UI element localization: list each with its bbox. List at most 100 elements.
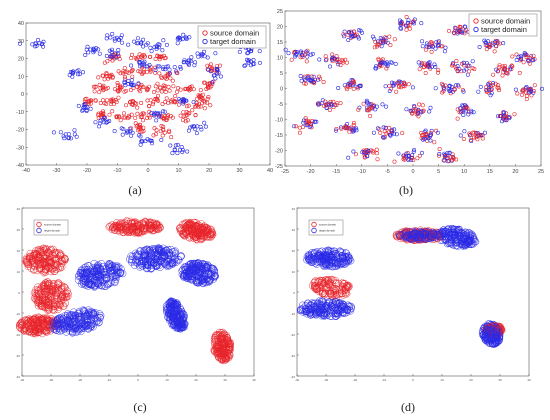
target-point [329, 259, 337, 267]
source-point [490, 83, 495, 88]
source-point [214, 335, 222, 343]
source-point [339, 126, 344, 131]
source-point [181, 232, 189, 240]
source-point [297, 130, 302, 135]
source-point [200, 232, 209, 241]
source-point [394, 230, 403, 239]
source-point [122, 111, 127, 116]
data-points [283, 15, 544, 164]
target-point [70, 74, 75, 79]
source-point [86, 99, 91, 104]
source-point [330, 56, 335, 61]
y-tick-label: -40 [16, 163, 24, 169]
source-point [497, 41, 502, 46]
target-point [176, 35, 181, 40]
target-point [298, 74, 303, 79]
target-point [186, 128, 191, 133]
source-point [334, 54, 339, 59]
target-point [333, 128, 338, 133]
source-point [420, 103, 425, 108]
target-point [143, 251, 151, 260]
source-point [521, 60, 526, 65]
target-point [146, 253, 154, 262]
target-point [155, 44, 160, 49]
target-point [123, 83, 128, 88]
target-point [348, 29, 353, 34]
target-point [130, 261, 139, 269]
target-point [332, 56, 337, 61]
source-point [61, 255, 69, 264]
y-tick-label: -25 [275, 164, 283, 170]
target-point [82, 278, 90, 286]
target-point [445, 225, 453, 233]
target-point [345, 122, 350, 127]
target-point [469, 234, 478, 243]
x-tick-label: -10 [382, 378, 387, 382]
target-point [176, 97, 181, 102]
source-point [173, 99, 178, 104]
source-point [105, 59, 110, 64]
target-point [172, 65, 177, 70]
target-point [178, 147, 183, 152]
source-point [142, 224, 151, 233]
target-point [245, 57, 250, 62]
source-point [389, 86, 394, 91]
target-point [116, 51, 121, 56]
target-point [313, 248, 321, 256]
target-point [314, 119, 319, 124]
target-point [420, 39, 425, 44]
source-point [392, 159, 397, 164]
target-point [67, 135, 72, 140]
target-point [196, 54, 201, 59]
source-point [123, 115, 128, 120]
source-point [127, 225, 136, 233]
target-point [489, 91, 494, 96]
source-point [402, 81, 407, 86]
target-point [421, 137, 426, 142]
target-point [434, 40, 439, 45]
source-point [34, 325, 42, 333]
source-point [494, 44, 499, 49]
source-point [37, 252, 45, 260]
source-point [130, 52, 135, 57]
source-point [351, 120, 356, 125]
source-point [122, 89, 127, 94]
y-tick-label: 20 [277, 25, 283, 31]
source-point [467, 69, 472, 74]
target-point [206, 269, 214, 278]
target-point [118, 35, 123, 40]
target-point [442, 151, 447, 156]
target-point [393, 61, 398, 66]
source-point [41, 268, 50, 276]
target-point [112, 129, 117, 134]
source-point [147, 67, 152, 72]
source-point [532, 83, 537, 88]
target-point [36, 37, 41, 42]
source-point [220, 339, 228, 348]
target-point [109, 273, 118, 282]
source-point [436, 70, 441, 75]
x-tick-label: 10 [440, 378, 444, 382]
target-point [84, 109, 89, 114]
source-point [35, 253, 43, 262]
source-point [219, 331, 227, 339]
source-point [387, 34, 392, 39]
target-point [298, 49, 303, 54]
target-point [477, 44, 482, 49]
y-tick-label: 25 [277, 9, 283, 15]
target-point [375, 126, 380, 131]
target-point [194, 131, 199, 136]
source-point [159, 89, 164, 94]
target-point [145, 41, 150, 46]
source-point [177, 227, 185, 236]
target-point [420, 230, 428, 238]
target-point [428, 138, 433, 143]
target-point [80, 311, 88, 319]
source-point [344, 60, 349, 65]
source-point [323, 54, 328, 59]
target-point [339, 300, 348, 308]
source-point [53, 261, 61, 269]
y-tick-label: -20 [16, 128, 24, 134]
target-point [134, 41, 139, 46]
source-point [42, 327, 50, 335]
